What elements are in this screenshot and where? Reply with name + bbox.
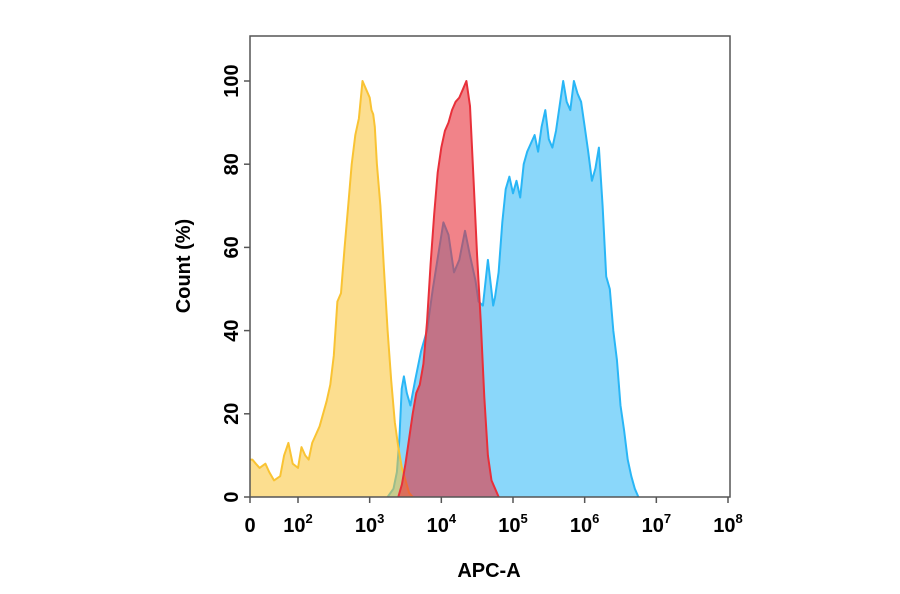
x-tick-label: 103 [355,511,384,537]
x-tick-label: 107 [642,511,671,537]
series-2-line [250,80,414,498]
series-layer [250,80,640,498]
series-2-area [250,81,413,497]
x-tick-label: 108 [713,511,742,537]
x-axis-title: APC-A [457,560,520,582]
plot-frame [249,35,731,498]
x-axis: 0 102 103 104 105 106 107 108 [244,497,743,537]
x-tick-label: 0 [244,515,255,537]
y-axis-title: Count (%) [173,219,195,313]
x-tick-label: 106 [570,511,599,537]
x-tick-label: 102 [283,511,312,537]
y-axis: 0 20 40 60 80 100 [221,64,250,503]
y-tick-label: 40 [221,319,243,341]
y-tick-label: 20 [221,403,243,425]
y-tick-label: 100 [221,64,243,97]
series-3-area [398,81,499,497]
y-tick-label: 60 [221,236,243,258]
x-tick-label: 104 [427,511,457,537]
y-tick-label: 80 [221,153,243,175]
series-3-line [397,80,500,498]
y-tick-label: 0 [221,491,243,502]
x-tick-label: 105 [498,511,527,537]
